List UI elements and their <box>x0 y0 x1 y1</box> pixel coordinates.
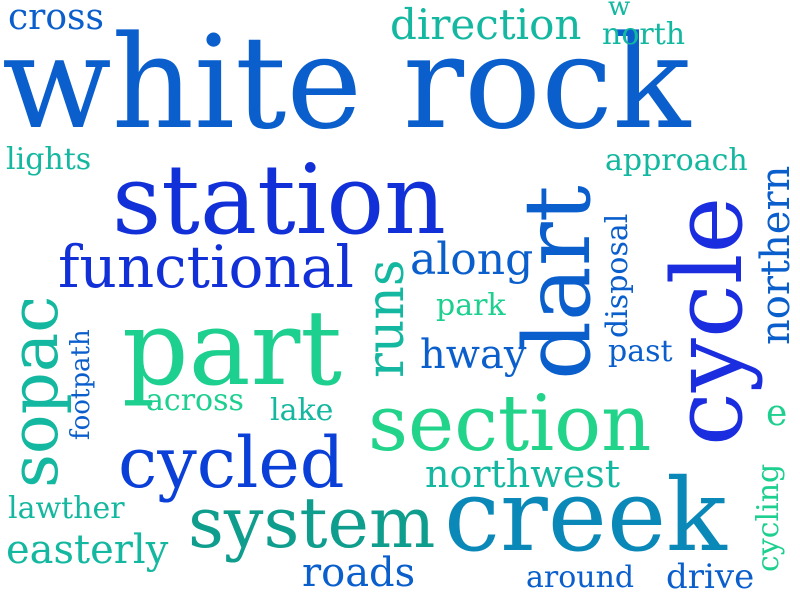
word-around: around <box>526 560 635 595</box>
word-disposal: disposal <box>600 213 635 338</box>
word-footpath: footpath <box>66 329 96 440</box>
word-runs: runs <box>356 259 416 378</box>
word-along: along <box>410 234 534 285</box>
word-north: north <box>602 17 686 52</box>
word-easterly: easterly <box>6 527 169 573</box>
word-sopac: sopac <box>0 295 73 488</box>
word-hway: hway <box>420 332 527 378</box>
word-northern: northern <box>753 165 799 345</box>
word-cycling: cycling <box>751 463 786 572</box>
word-cross: cross <box>8 0 104 38</box>
word-functional: functional <box>58 233 354 301</box>
word-w: w <box>608 0 631 22</box>
word-part: part <box>122 287 343 409</box>
word-roads: roads <box>302 550 416 596</box>
word-past: past <box>608 334 673 369</box>
word-white-rock: white rock <box>2 9 691 158</box>
word-cycled: cycled <box>118 422 345 504</box>
word-creek: creek <box>444 457 727 574</box>
word-park: park <box>436 288 506 323</box>
word-drive: drive <box>666 557 755 597</box>
word-lights: lights <box>6 142 92 177</box>
word-station: station <box>112 144 446 256</box>
word-e: e <box>766 393 788 434</box>
word-lawther: lawther <box>8 491 125 526</box>
word-cycle: cycle <box>652 196 764 446</box>
word-approach: approach <box>605 143 748 178</box>
word-system: system <box>188 482 436 564</box>
word-section: section <box>368 379 652 469</box>
word-northwest: northwest <box>425 452 621 496</box>
word-across: across <box>146 383 244 418</box>
word-direction: direction <box>390 0 582 49</box>
word-lake: lake <box>270 393 334 428</box>
